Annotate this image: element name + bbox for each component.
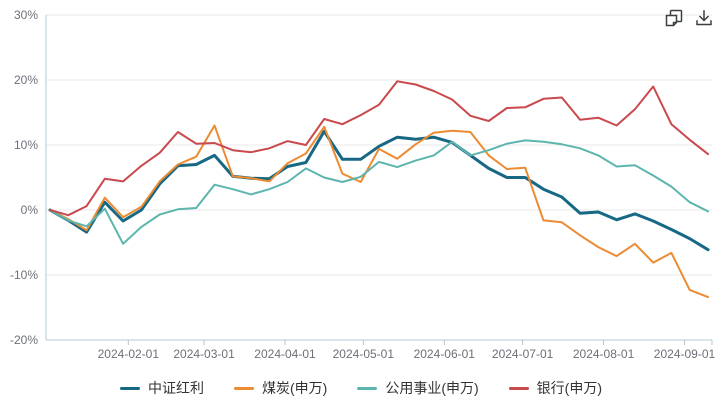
y-axis-tick-label: -20%	[10, 333, 38, 347]
legend-item-2[interactable]: 公用事业(申万)	[357, 380, 479, 396]
legend-item-0[interactable]: 中证红利	[120, 381, 204, 395]
download-icon[interactable]	[692, 6, 716, 30]
x-axis-tick-label: 2024-02-01	[98, 347, 160, 361]
y-axis-tick-label: -10%	[10, 268, 38, 282]
chart-legend: 中证红利 煤炭(申万) 公用事业(申万) 银行(申万)	[0, 376, 722, 400]
x-axis-tick-label: 2024-06-01	[414, 347, 476, 361]
legend-label: 煤炭(申万)	[262, 380, 328, 396]
legend-label: 中证红利	[148, 380, 204, 396]
x-axis-tick-label: 2024-08-01	[573, 347, 635, 361]
x-axis-tick-label: 2024-09-01	[654, 347, 716, 361]
y-axis-tick-label: 20%	[14, 73, 38, 87]
legend-line-marker	[357, 386, 378, 390]
x-axis-tick-label: 2024-03-01	[173, 347, 235, 361]
x-axis-tick-label: 2024-04-01	[254, 347, 316, 361]
series-line-2	[49, 139, 709, 245]
legend-label: 公用事业(申万)	[385, 380, 479, 396]
legend-item-3[interactable]: 银行(申万)	[508, 380, 602, 396]
x-axis-tick-label: 2024-05-01	[333, 347, 395, 361]
x-axis-tick-label: 2024-07-01	[492, 347, 554, 361]
y-axis-tick-label: 0%	[21, 203, 39, 217]
legend-line-marker	[120, 386, 140, 390]
y-axis-tick-label: 30%	[14, 8, 38, 22]
copy-icon[interactable]	[662, 6, 686, 30]
series-line-1	[49, 124, 709, 299]
legend-line-marker	[508, 386, 529, 390]
chart-toolbox	[662, 6, 716, 30]
legend-label: 银行(申万)	[536, 380, 602, 396]
legend-item-1[interactable]: 煤炭(申万)	[234, 381, 327, 395]
y-axis-tick-label: 10%	[14, 138, 38, 152]
legend-line-marker	[234, 386, 254, 390]
series-line-0	[48, 129, 710, 252]
series-line-3	[49, 80, 709, 217]
